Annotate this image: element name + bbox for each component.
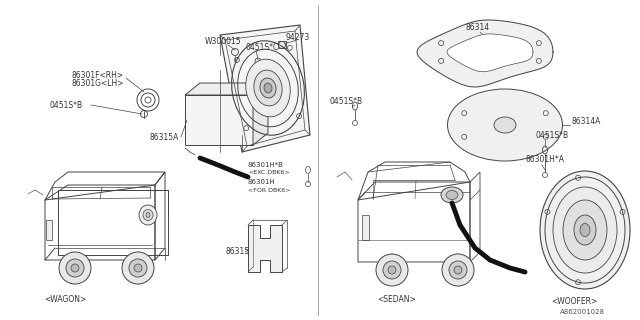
- Text: 86301H: 86301H: [248, 179, 276, 185]
- Ellipse shape: [563, 200, 607, 260]
- Bar: [46, 220, 52, 240]
- Polygon shape: [185, 83, 268, 95]
- Text: 0451S*C: 0451S*C: [245, 44, 278, 52]
- Text: <WOOFER>: <WOOFER>: [551, 298, 597, 307]
- Ellipse shape: [441, 187, 463, 203]
- Ellipse shape: [264, 83, 272, 93]
- Polygon shape: [447, 34, 533, 72]
- Ellipse shape: [134, 264, 142, 272]
- Ellipse shape: [254, 70, 282, 106]
- Text: 86315A: 86315A: [150, 132, 179, 141]
- Text: 0451S*B: 0451S*B: [535, 131, 568, 140]
- Text: 86301H*A: 86301H*A: [525, 156, 564, 164]
- Ellipse shape: [494, 117, 516, 133]
- Polygon shape: [253, 83, 268, 145]
- Ellipse shape: [383, 261, 401, 279]
- Ellipse shape: [553, 187, 617, 273]
- Ellipse shape: [143, 210, 153, 220]
- Ellipse shape: [59, 252, 91, 284]
- Ellipse shape: [139, 205, 157, 225]
- Text: 86301G<LH>: 86301G<LH>: [72, 78, 125, 87]
- Ellipse shape: [447, 89, 563, 161]
- Text: 86301F<RH>: 86301F<RH>: [72, 70, 124, 79]
- Polygon shape: [220, 25, 310, 152]
- Ellipse shape: [449, 261, 467, 279]
- Text: 86301H*B: 86301H*B: [248, 162, 284, 168]
- Text: 94273: 94273: [285, 34, 309, 43]
- Ellipse shape: [246, 59, 291, 117]
- Text: 0451S*B: 0451S*B: [50, 100, 83, 109]
- Ellipse shape: [388, 266, 396, 274]
- Bar: [58, 190, 168, 255]
- Ellipse shape: [376, 254, 408, 286]
- Ellipse shape: [71, 264, 79, 272]
- Text: 86315: 86315: [225, 247, 249, 257]
- Bar: [278, 41, 286, 48]
- Ellipse shape: [146, 212, 150, 218]
- Ellipse shape: [580, 223, 590, 236]
- Ellipse shape: [260, 78, 276, 98]
- Ellipse shape: [66, 259, 84, 277]
- Bar: [362, 215, 369, 240]
- Ellipse shape: [454, 266, 462, 274]
- Polygon shape: [417, 20, 553, 87]
- Text: <EXC.DBK6>: <EXC.DBK6>: [248, 171, 290, 175]
- Bar: [185, 95, 253, 145]
- Ellipse shape: [446, 190, 458, 199]
- Ellipse shape: [122, 252, 154, 284]
- Text: 86314A: 86314A: [572, 117, 602, 126]
- Text: 0451S*B: 0451S*B: [330, 98, 363, 107]
- Text: <SEDAN>: <SEDAN>: [378, 295, 417, 305]
- Text: <WAGON>: <WAGON>: [44, 295, 86, 305]
- Ellipse shape: [540, 171, 630, 289]
- Ellipse shape: [129, 259, 147, 277]
- Ellipse shape: [442, 254, 474, 286]
- Text: A862001028: A862001028: [560, 309, 605, 315]
- Polygon shape: [248, 225, 282, 272]
- Text: W300015: W300015: [205, 37, 242, 46]
- Text: 86314: 86314: [466, 23, 490, 33]
- Text: <FOR DBK6>: <FOR DBK6>: [248, 188, 291, 193]
- Ellipse shape: [574, 215, 596, 245]
